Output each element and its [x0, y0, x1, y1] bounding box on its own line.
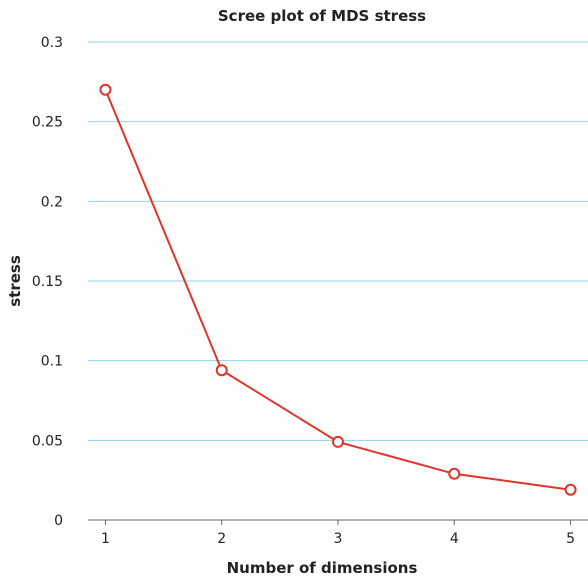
x-tick-label: 3: [334, 531, 343, 547]
x-tick-label: 4: [450, 531, 459, 547]
data-point: [99, 83, 112, 96]
data-point: [564, 483, 577, 496]
y-tick-label: 0.15: [32, 274, 63, 290]
axes: [88, 519, 588, 525]
y-tick-label: 0.05: [32, 433, 63, 449]
data-point: [215, 364, 228, 377]
y-tick-labels: 0 0.05 0.1 0.15 0.2 0.25 0.3: [32, 35, 63, 529]
series: [99, 83, 577, 496]
x-tick-label: 1: [101, 531, 110, 547]
data-point: [332, 435, 344, 448]
x-axis-label: Number of dimensions: [227, 559, 418, 577]
data-point: [448, 467, 461, 480]
x-tick-labels: 1 2 3 4 5: [101, 531, 575, 547]
chart-title: Scree plot of MDS stress: [218, 7, 426, 25]
y-axis-label: stress: [6, 255, 24, 307]
x-tick-label: 2: [217, 531, 226, 547]
y-tick-label: 0.3: [41, 35, 63, 51]
x-tick-label: 5: [566, 531, 575, 547]
gridlines: [88, 41, 588, 441]
y-tick-label: 0.25: [32, 115, 63, 131]
y-tick-label: 0: [54, 513, 63, 529]
series-line: [104, 89, 571, 491]
y-tick-label: 0.1: [41, 354, 63, 370]
y-tick-label: 0.2: [41, 194, 63, 210]
